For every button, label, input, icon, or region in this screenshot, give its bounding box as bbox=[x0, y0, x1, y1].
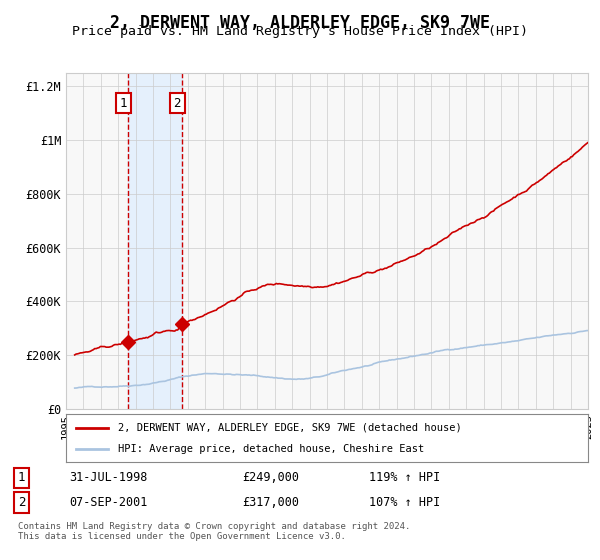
Text: 1: 1 bbox=[18, 472, 25, 484]
Text: 1: 1 bbox=[119, 96, 127, 110]
Bar bbox=[128, 73, 182, 409]
Text: £249,000: £249,000 bbox=[242, 472, 299, 484]
Text: 2, DERWENT WAY, ALDERLEY EDGE, SK9 7WE: 2, DERWENT WAY, ALDERLEY EDGE, SK9 7WE bbox=[110, 14, 490, 32]
Text: 07-SEP-2001: 07-SEP-2001 bbox=[70, 496, 148, 509]
Text: 31-JUL-1998: 31-JUL-1998 bbox=[70, 472, 148, 484]
Text: 119% ↑ HPI: 119% ↑ HPI bbox=[369, 472, 440, 484]
Text: 2: 2 bbox=[18, 496, 25, 509]
Text: £317,000: £317,000 bbox=[242, 496, 299, 509]
Text: 2, DERWENT WAY, ALDERLEY EDGE, SK9 7WE (detached house): 2, DERWENT WAY, ALDERLEY EDGE, SK9 7WE (… bbox=[118, 423, 462, 433]
Text: Contains HM Land Registry data © Crown copyright and database right 2024.
This d: Contains HM Land Registry data © Crown c… bbox=[18, 522, 410, 542]
Text: HPI: Average price, detached house, Cheshire East: HPI: Average price, detached house, Ches… bbox=[118, 444, 424, 454]
Text: Price paid vs. HM Land Registry's House Price Index (HPI): Price paid vs. HM Land Registry's House … bbox=[72, 25, 528, 38]
Text: 107% ↑ HPI: 107% ↑ HPI bbox=[369, 496, 440, 509]
Text: 2: 2 bbox=[173, 96, 181, 110]
